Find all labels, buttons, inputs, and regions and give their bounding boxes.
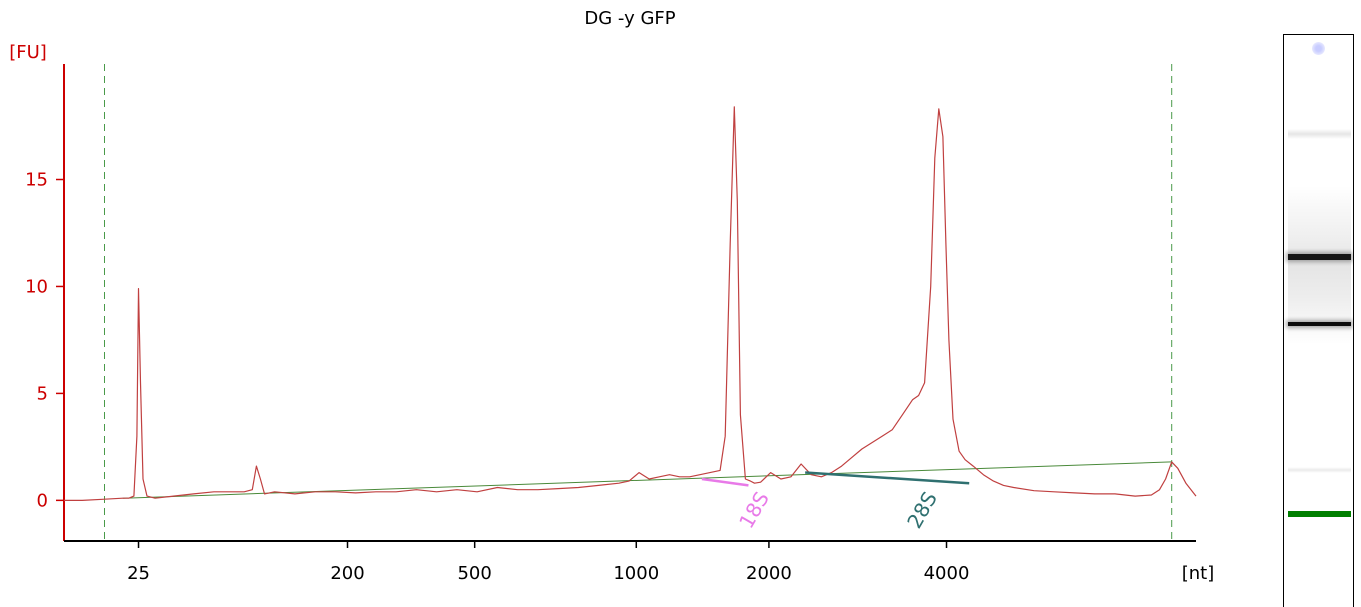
series-line xyxy=(64,106,1197,501)
x-tick-label: 200 xyxy=(330,563,364,584)
peak-annotations: 18S 28S xyxy=(701,471,970,533)
tick-labels: 0 5 10 15 25 200 500 1000 2000 4000 xyxy=(25,170,969,584)
peak-baseline xyxy=(701,477,749,487)
peak-baseline xyxy=(805,471,970,485)
y-tick-label: 5 xyxy=(37,383,48,404)
x-axis-label: [nt] xyxy=(1182,563,1215,584)
marker-lines xyxy=(104,64,1173,541)
gel-faint-band-lower xyxy=(1288,467,1351,473)
series-trace xyxy=(64,106,1197,501)
y-axis-label: [FU] xyxy=(9,42,47,63)
gel-faint-band xyxy=(1288,129,1351,139)
x-tick-label: 1000 xyxy=(613,563,659,584)
peak-label: 28S xyxy=(902,487,942,532)
chart-title: DG -y GFP xyxy=(584,8,675,29)
x-tick-label: 25 xyxy=(127,563,150,584)
baseline xyxy=(122,461,1172,499)
x-tick-label: 2000 xyxy=(746,563,792,584)
gel-band xyxy=(1288,254,1351,260)
ladder-dot-icon xyxy=(1312,42,1325,55)
y-tick-label: 0 xyxy=(37,490,48,511)
peak-label: 18S xyxy=(734,487,774,532)
y-tick-label: 15 xyxy=(25,170,48,191)
y-tick-label: 10 xyxy=(25,276,48,297)
gel-smear xyxy=(1288,185,1351,345)
electropherogram-chart: DG -y GFP [FU] [nt] 18S 28S 0 5 10 15 25 200 50… xyxy=(9,8,1215,584)
gel-band xyxy=(1288,511,1351,517)
gel-lane xyxy=(1283,34,1354,607)
axes xyxy=(63,64,1196,542)
gel-band xyxy=(1288,322,1351,326)
x-tick-label: 4000 xyxy=(924,563,970,584)
x-tick-label: 500 xyxy=(457,563,491,584)
baseline-line xyxy=(122,461,1172,499)
